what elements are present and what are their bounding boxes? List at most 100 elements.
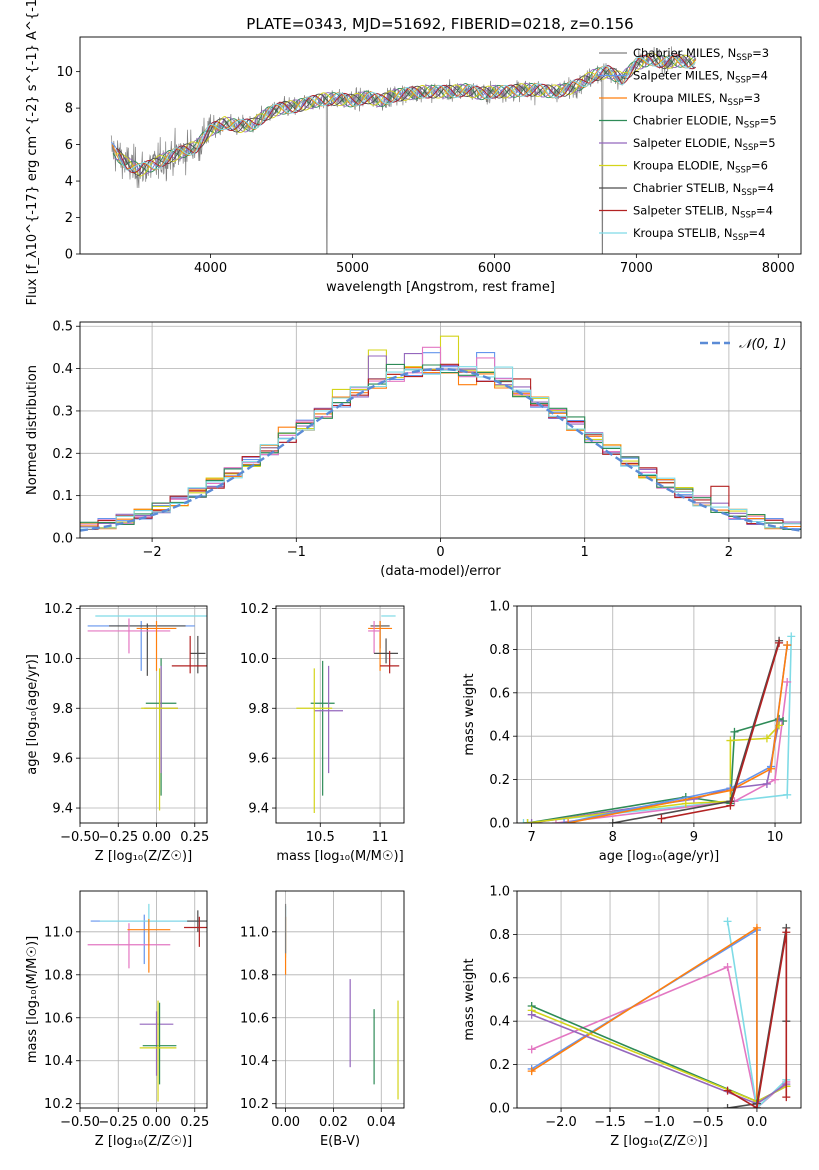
x-tick-label: 0.00	[142, 830, 171, 845]
y-axis-label: Flux [f_λ10^{-17} erg cm^{-2} s^{-1} A^{…	[25, 0, 40, 305]
weight-point-marker	[527, 1067, 536, 1076]
normal-reference-curve	[80, 367, 801, 532]
y-tick-label: 0	[65, 248, 73, 263]
y-tick-label: 10.0	[44, 652, 73, 667]
x-axis-label: Z [log₁₀(Z/Z☉)]	[95, 849, 192, 864]
weight-point-marker	[723, 1086, 732, 1095]
plot-area-mass_vs_Z	[87, 903, 207, 1102]
y-tick-label: 0.0	[489, 817, 510, 832]
y-axis-label: mass weight	[462, 958, 477, 1040]
plot-area-spectrum	[110, 46, 697, 254]
y-tick-label: 9.8	[248, 702, 269, 717]
x-tick-label: 7	[527, 830, 535, 845]
x-tick-label: 4000	[194, 261, 227, 276]
legend-label: 𝒩(0, 1)	[739, 337, 786, 352]
x-tick-label: 0.25	[180, 830, 209, 845]
y-tick-label: 0.6	[489, 686, 510, 701]
panel-mass_vs_Z: −0.50−0.25 0.00 0.25 10.2 10.4 10.6 10.8 11.0 Z …	[25, 890, 209, 1149]
weight-point-marker	[564, 819, 573, 823]
plot-area-age_vs_Z	[87, 615, 207, 811]
x-tick-label: 6000	[478, 261, 511, 276]
y-tick-label: 10.2	[44, 1097, 73, 1112]
y-tick-label: 10.4	[240, 1054, 269, 1069]
plot-area-residuals	[80, 335, 801, 532]
weight-point-marker	[681, 799, 690, 808]
y-tick-label: 10.4	[44, 1054, 73, 1069]
y-tick-label: 0.4	[489, 730, 510, 745]
weight-point-marker	[783, 790, 792, 799]
x-tick-label: −0.50	[60, 830, 100, 845]
y-tick-label: 0.2	[489, 773, 510, 788]
spectrum-data-line	[110, 46, 697, 254]
plot-area-age_vs_mass	[296, 615, 400, 814]
legend-label: Kroupa STELIB, NSSP=4	[633, 226, 765, 243]
y-tick-label: 0.8	[489, 643, 510, 658]
weight-series-line	[523, 636, 793, 823]
axes-frame	[79, 36, 802, 255]
x-tick-label: −0.25	[98, 830, 138, 845]
x-tick-label: 0.25	[180, 1115, 209, 1130]
x-axis-label: Z [log₁₀(Z/Z☉)]	[610, 1134, 707, 1149]
x-tick-label: −2.0	[545, 1115, 577, 1130]
x-tick-label: 0.02	[319, 1115, 348, 1130]
y-axis-label: age [log₁₀(age/yr)]	[25, 654, 40, 775]
x-axis-label: wavelength [Angstrom, rest frame]	[326, 280, 555, 295]
y-tick-label: 9.8	[52, 702, 73, 717]
y-tick-label: 0.0	[52, 532, 73, 547]
weight-series-line	[555, 681, 788, 823]
weight-series-line	[727, 932, 788, 1108]
axes-frame	[516, 890, 802, 1109]
spectrum-model-line	[116, 52, 696, 176]
x-axis-label: E(B-V)	[320, 1134, 360, 1149]
axes-frame	[516, 605, 802, 824]
x-tick-label: 10	[767, 830, 784, 845]
y-axis-label: Normed distribution	[25, 365, 40, 495]
y-tick-label: 0.8	[489, 928, 510, 943]
weight-point-marker	[783, 641, 792, 650]
weight-point-marker	[771, 775, 780, 784]
y-tick-label: 0.4	[489, 1015, 510, 1030]
y-tick-label: 11.0	[44, 925, 73, 940]
weight-point-marker	[657, 814, 666, 823]
y-tick-label: 0.0	[489, 1102, 510, 1117]
x-tick-label: 10.5	[306, 830, 335, 845]
y-tick-label: 10.6	[240, 1011, 269, 1026]
y-tick-label: 0.1	[52, 489, 73, 504]
y-tick-label: 9.4	[52, 802, 73, 817]
panel-age_vs_Z: −0.50−0.25 0.00 0.25 9.4 9.6 9.8 10.0 10.2 Z [lo…	[25, 602, 209, 864]
y-tick-label: 9.6	[248, 752, 269, 767]
weight-series-line	[531, 926, 758, 1108]
x-tick-label: 7000	[620, 261, 653, 276]
x-tick-label: 0	[436, 545, 444, 560]
weight-point-marker	[752, 923, 761, 932]
y-tick-label: 10.2	[44, 602, 73, 617]
x-tick-label: 0.00	[142, 1115, 171, 1130]
y-tick-label: 10.8	[44, 968, 73, 983]
legend-label: Kroupa MILES, NSSP=3	[633, 91, 760, 108]
y-tick-label: 0.5	[52, 320, 73, 335]
x-tick-label: 11	[372, 830, 389, 845]
x-tick-label: −2	[143, 545, 162, 560]
histogram-step-line	[80, 366, 801, 530]
x-axis-label: (data-model)/error	[380, 564, 501, 579]
x-tick-label: 5000	[336, 261, 369, 276]
panel-spectrum: 4000 5000 6000 7000 8000 0 2 4 6 8 10 wavelength [A…	[25, 0, 802, 305]
weight-point-marker	[523, 819, 532, 823]
legend-label: Chabrier MILES, NSSP=3	[633, 46, 769, 63]
weight-point-marker	[723, 962, 732, 971]
weight-point-marker	[787, 632, 796, 641]
y-tick-label: 10.0	[240, 652, 269, 667]
panel-age_vs_mass: 10.5 11 9.4 9.6 9.8 10.0 10.2 mass [log₁₀(M/M☉)…	[240, 602, 405, 864]
weight-point-marker	[730, 727, 739, 736]
weight-series-line	[531, 928, 758, 1108]
weight-point-marker	[723, 917, 732, 926]
axes-frame	[79, 890, 208, 1109]
panel-weight_vs_age: 7 8 9 10 0.0 0.2 0.4 0.6 0.8 1.0 age [log₁₀(age/yr…	[462, 600, 802, 864]
x-tick-label: 2	[725, 545, 733, 560]
weight-point-marker	[762, 734, 771, 743]
weight-series-line	[563, 644, 788, 823]
x-tick-label: 8000	[762, 261, 795, 276]
weight-series-line	[567, 644, 788, 823]
legend-label: Salpeter ELODIE, NSSP=5	[633, 136, 776, 153]
